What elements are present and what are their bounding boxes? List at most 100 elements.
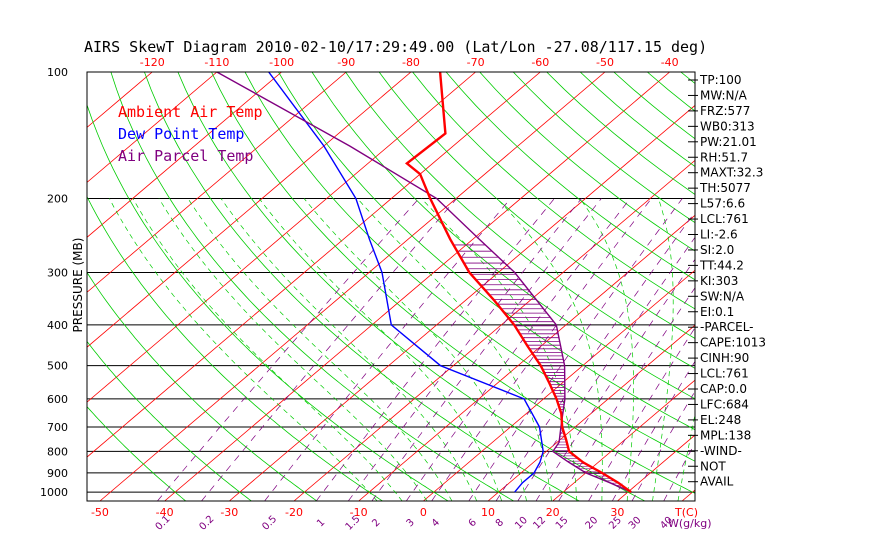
mixing-ratio-line — [631, 390, 695, 501]
mixing-ratio-line — [348, 198, 582, 501]
dry-adiabat-line — [345, 72, 695, 369]
stat-value: NOT — [700, 459, 726, 473]
stat-value: SW:N/A — [700, 289, 745, 303]
pressure-tick-label: 500 — [47, 360, 68, 373]
bottom-temp-tick-label: 10 — [481, 506, 495, 519]
mixing-ratio-line — [316, 198, 555, 501]
mixing-ratio-tick-label: 4 — [430, 517, 442, 529]
stat-value: TP:100 — [699, 73, 742, 87]
top-temp-tick-label: -120 — [140, 56, 165, 69]
legend-entry: Dew Point Temp — [118, 125, 244, 143]
bottom-temp-tick-label: 0 — [420, 506, 427, 519]
bottom-temp-tick-label: 30 — [610, 506, 624, 519]
mixing-ratio-tick-label: 0.5 — [260, 514, 279, 533]
moist-adiabat-line — [357, 198, 552, 501]
bottom-temp-tick-label: -40 — [156, 506, 174, 519]
stat-value: LFC:684 — [700, 397, 749, 411]
stat-value: FRZ:577 — [700, 104, 750, 118]
bottom-temp-tick-label: 20 — [546, 506, 560, 519]
mixing-ratio-line — [406, 198, 631, 501]
isotherm-line — [87, 72, 476, 403]
ambient-air-series-line — [404, 72, 632, 494]
isotherm-line — [87, 72, 218, 183]
stat-value: L57:6.6 — [700, 197, 745, 211]
isotherm-line — [423, 269, 695, 501]
stat-value: TH:5077 — [699, 181, 751, 195]
top-temp-tick-label: -90 — [337, 56, 355, 69]
dry-adiabat-line — [144, 72, 580, 501]
dry-adiabat-line — [87, 195, 383, 501]
mixing-ratio-line — [558, 287, 695, 501]
isotherm-line — [487, 324, 695, 501]
mixing-ratio-tick-label: 6 — [467, 517, 479, 529]
pressure-tick-label: 900 — [47, 467, 68, 480]
pressure-tick-label: 200 — [47, 192, 68, 205]
stat-value: PW:21.01 — [700, 135, 757, 149]
isotherm-line — [552, 379, 695, 501]
chart-title: AIRS SkewT Diagram 2010-02-10/17:29:49.0… — [84, 38, 707, 56]
stat-value: MPL:138 — [700, 428, 751, 442]
pressure-tick-label: 600 — [47, 393, 68, 406]
mixing-ratio-axis-label: W(g/kg) — [668, 517, 712, 530]
moist-adiabat-line — [187, 198, 453, 501]
mixing-ratio-line — [264, 198, 511, 501]
isotherm-line — [87, 72, 541, 458]
pressure-tick-label: 400 — [47, 319, 68, 332]
moist-adiabat-line — [496, 198, 603, 501]
stat-value: SI:2.0 — [700, 243, 734, 257]
dry-adiabat-line — [244, 72, 695, 462]
pressure-tick-label: 800 — [47, 445, 68, 458]
air-parcel-series-line — [216, 72, 632, 493]
dry-adiabat-line — [110, 72, 514, 501]
mixing-ratio-line — [611, 360, 695, 501]
stat-value: AVAIL — [700, 475, 734, 489]
stat-value: LCL:761 — [700, 367, 749, 381]
isotherm-line — [358, 214, 695, 501]
mixing-ratio-tick-label: 30 — [627, 515, 644, 532]
mixing-ratio-tick-label: 10 — [513, 515, 530, 532]
mixing-ratio-tick-label: 20 — [584, 515, 601, 532]
stat-value: -WIND- — [700, 444, 742, 458]
dry-adiabat-line — [412, 72, 695, 310]
dry-adiabat-line — [748, 72, 870, 501]
dry-adiabat-line — [211, 72, 695, 494]
dry-adiabat-line — [378, 72, 695, 339]
dry-adiabat-line — [445, 72, 695, 281]
top-temp-tick-label: -40 — [661, 56, 679, 69]
pressure-tick-label: 700 — [47, 421, 68, 434]
pressure-tick-label: 100 — [47, 66, 68, 79]
stat-value: TT:44.2 — [699, 258, 744, 272]
dry-adiabat-line — [647, 72, 695, 112]
isotherm-line — [99, 72, 606, 501]
stat-value: CAP:0.0 — [700, 382, 747, 396]
mixing-ratio-tick-label: 8 — [494, 517, 506, 529]
mixing-ratio-line — [371, 198, 602, 501]
dry-adiabat-line — [479, 72, 695, 252]
top-temp-tick-label: -80 — [402, 56, 420, 69]
legend-entry: Air Parcel Temp — [118, 147, 253, 165]
dry-adiabat-line — [87, 340, 252, 501]
moist-adiabat-line — [158, 198, 428, 501]
isotherm-line — [747, 72, 870, 501]
mixing-ratio-line — [495, 211, 695, 501]
isotherm-line — [164, 72, 670, 501]
mixing-ratio-line — [201, 198, 457, 501]
mixing-ratio-line — [535, 258, 695, 501]
stat-value: LI:-2.6 — [700, 228, 738, 242]
plot-frame — [86, 71, 696, 502]
top-temp-tick-label: -50 — [596, 56, 614, 69]
isotherm-line — [87, 72, 282, 238]
moist-adiabat-line — [109, 198, 378, 501]
moist-adiabat-line — [132, 198, 403, 501]
stat-value: CAPE:1013 — [700, 336, 766, 350]
bottom-temp-tick-label: -50 — [91, 506, 109, 519]
stat-value: KI:303 — [700, 274, 738, 288]
stat-value: WB0:313 — [700, 119, 755, 133]
stat-value: -PARCEL- — [700, 320, 754, 334]
pressure-tick-label: 300 — [47, 266, 68, 279]
isotherm-line — [0, 72, 23, 501]
stat-value: EI:0.1 — [700, 305, 734, 319]
moist-adiabat-line — [303, 198, 527, 501]
moist-adiabat-line — [220, 198, 478, 501]
